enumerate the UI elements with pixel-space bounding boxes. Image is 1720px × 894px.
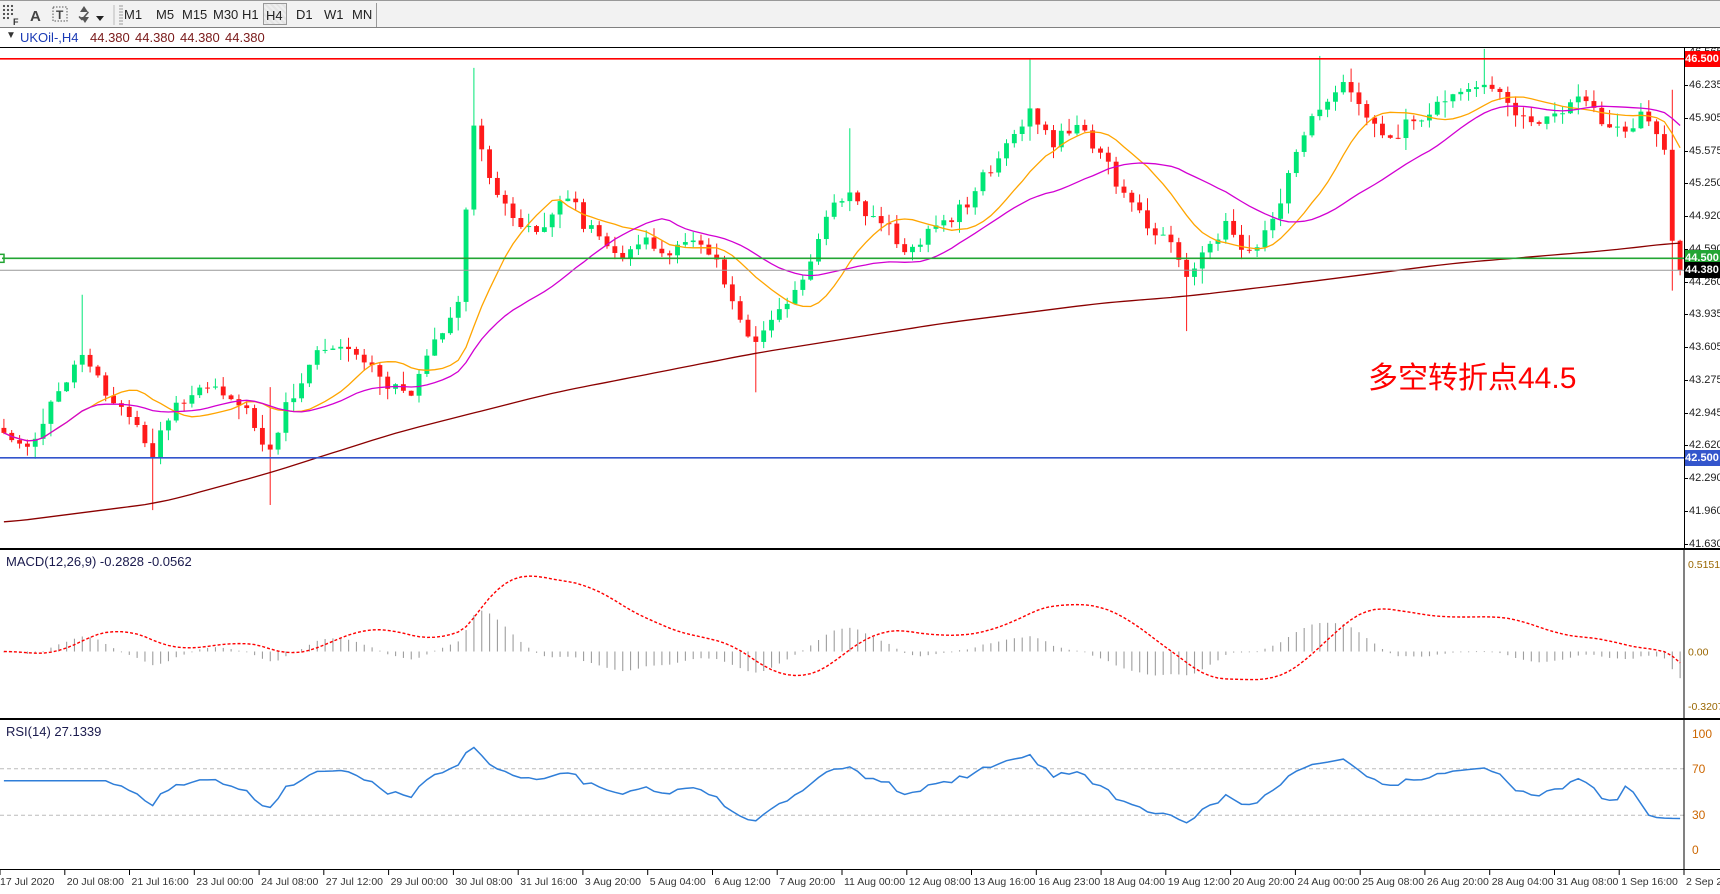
svg-text:70: 70 [1692, 762, 1706, 776]
svg-text:100: 100 [1692, 727, 1712, 741]
svg-text:-0.3207: -0.3207 [1688, 701, 1720, 713]
svg-text:F: F [13, 17, 19, 27]
svg-text:A: A [30, 8, 41, 25]
svg-text:RSI(14) 27.1339: RSI(14) 27.1339 [6, 724, 101, 739]
svg-text:多空转折点44.5: 多空转折点44.5 [1368, 362, 1576, 395]
svg-text:0.00: 0.00 [1688, 647, 1709, 659]
svg-text:T: T [56, 8, 64, 22]
svg-text:0.5151: 0.5151 [1688, 559, 1720, 571]
svg-text:0: 0 [1692, 843, 1699, 857]
svg-text:MACD(12,26,9) -0.2828 -0.0562: MACD(12,26,9) -0.2828 -0.0562 [6, 554, 192, 569]
svg-text:30: 30 [1692, 808, 1706, 822]
